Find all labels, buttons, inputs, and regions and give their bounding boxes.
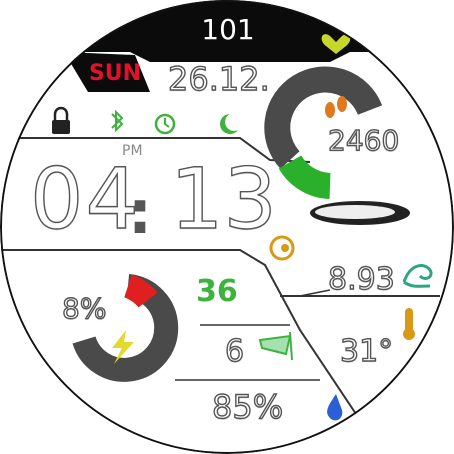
ampm-label: PM: [122, 143, 143, 159]
alarm-icon: [154, 113, 176, 135]
humidity-drop-icon: [327, 394, 343, 421]
battery-percent: 8%: [61, 291, 107, 325]
tide-value: 8.93: [327, 261, 395, 297]
time-colon: :: [128, 178, 152, 248]
heart-icon: [321, 34, 351, 54]
wind-value: 6: [224, 333, 245, 369]
wind-icon: [258, 331, 293, 361]
humidity-value: 85%: [211, 387, 284, 426]
uv-value: 36: [196, 274, 238, 309]
top-step-count: 101: [201, 13, 255, 46]
g-icon: [269, 235, 295, 261]
steps-icon: [325, 96, 347, 118]
lock-icon: [52, 106, 70, 134]
wave-icon: [402, 264, 433, 288]
time-minutes: 13: [169, 149, 277, 248]
cloud-icon: [310, 201, 410, 225]
temperature-value: 31°: [339, 333, 394, 369]
charging-bolt-icon: [112, 330, 134, 364]
day-of-week: SUN: [88, 61, 142, 86]
date-text: 26.12.: [167, 59, 270, 98]
thermometer-icon: [403, 308, 415, 340]
divider-line: [0, 249, 361, 421]
steps-gauge: [264, 66, 383, 199]
bluetooth-icon: [111, 109, 124, 133]
steps-value: 2460: [327, 123, 400, 157]
moon-icon: [220, 114, 238, 134]
battery-gauge: [72, 274, 179, 382]
time-hours: 04: [29, 149, 141, 248]
divider-line: [15, 137, 311, 163]
